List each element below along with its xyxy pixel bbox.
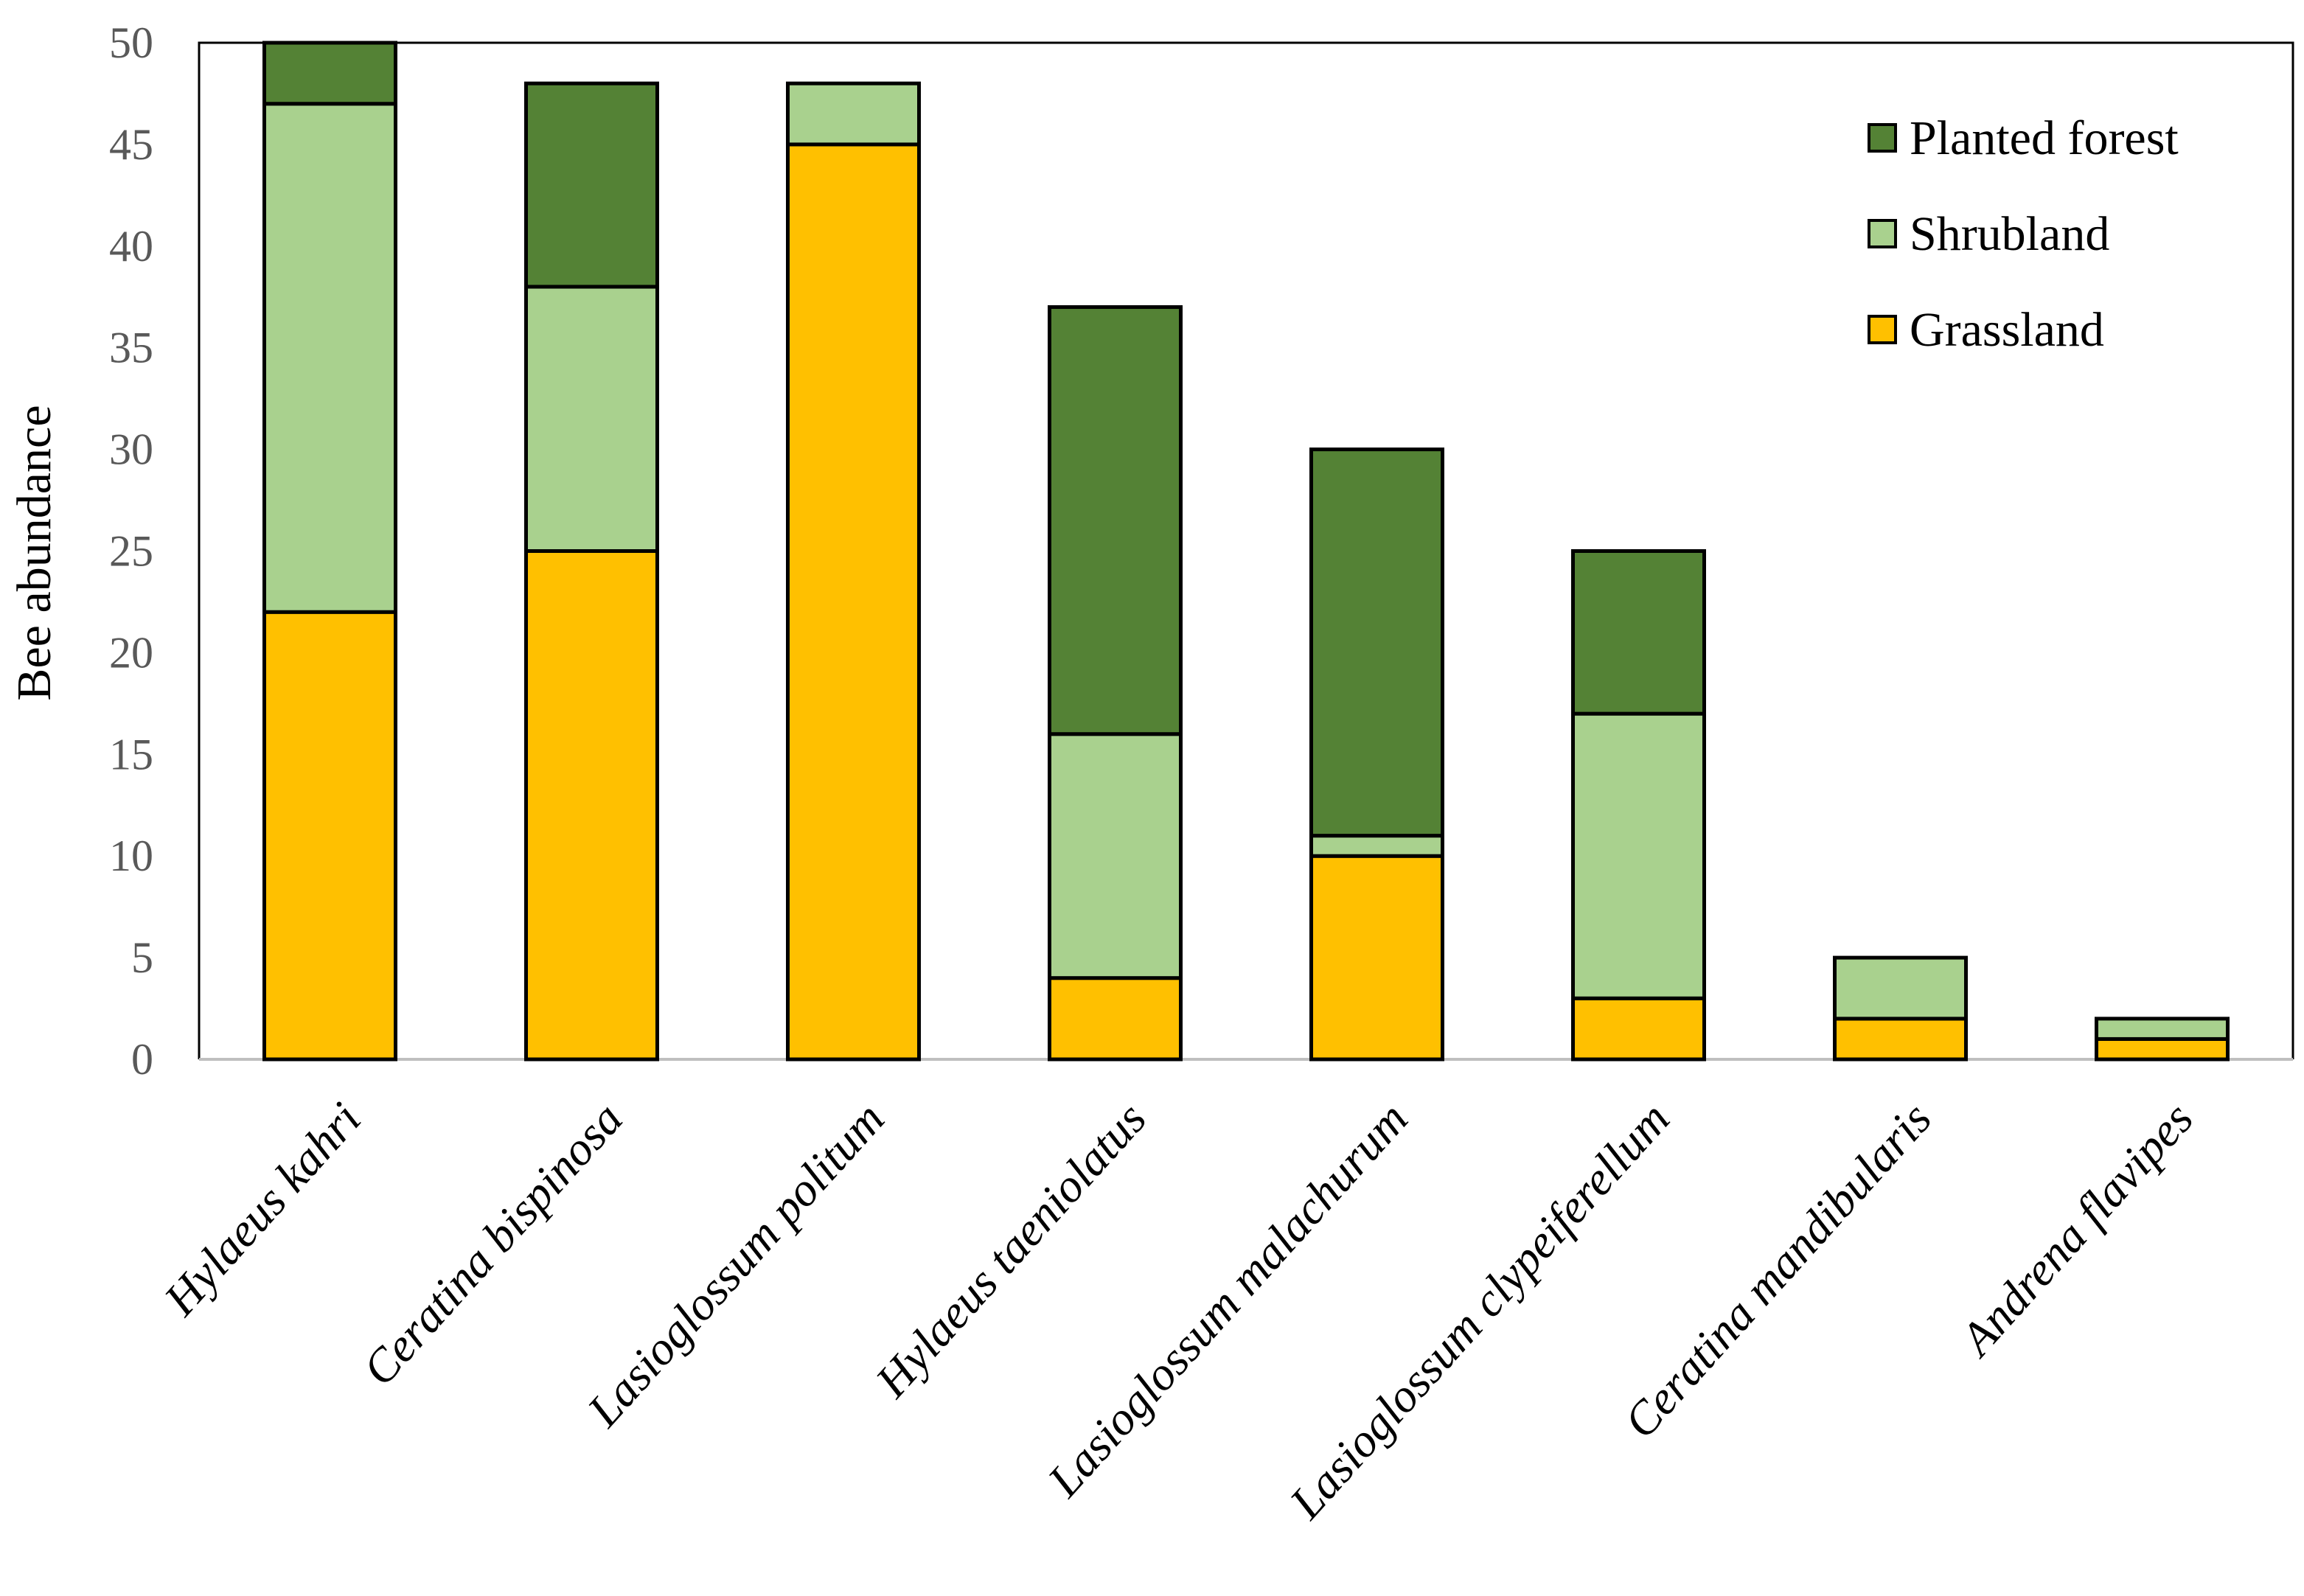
- bar-segment-shrubland: [786, 81, 921, 147]
- bar-segment-shrubland: [1309, 834, 1444, 858]
- x-category-label: Hylaeus kahri: [153, 1093, 371, 1325]
- x-category-label: Lasioglossum politum: [577, 1093, 894, 1437]
- bar-segment-grassland: [1833, 1017, 1968, 1062]
- bar-segment-shrubland: [262, 102, 397, 614]
- x-category-label: Ceratina bispinosa: [352, 1093, 633, 1395]
- legend-label: Planted forest: [1910, 111, 2179, 165]
- bar-segment-grassland: [1571, 996, 1706, 1062]
- plot-area: 0 5 10 15 20 25 30 35 40 45 50 Hylaeus kahriCeratin…: [109, 18, 2294, 1529]
- bar-segment-planted-forest: [262, 41, 397, 106]
- bar-segment-grassland: [524, 549, 659, 1062]
- x-category-label: Andrena flavipes: [1949, 1093, 2203, 1367]
- y-tick-label: 35: [109, 324, 153, 372]
- legend-label: Shrubland: [1910, 207, 2109, 261]
- x-category-label: Hylaeus taeniolatus: [865, 1093, 1156, 1407]
- y-tick-label: 40: [109, 222, 153, 271]
- legend-swatch: [1868, 315, 1897, 344]
- y-tick-label: 15: [109, 730, 153, 778]
- bar-segment-planted-forest: [1048, 305, 1183, 736]
- bar-segment-grassland: [786, 142, 921, 1062]
- plot-border: [198, 41, 2294, 1059]
- y-tick-label: 45: [109, 120, 153, 169]
- bar-segment-planted-forest: [524, 81, 659, 289]
- y-axis-title: Bee abundance: [7, 405, 61, 700]
- bar-segment-grassland: [1048, 976, 1183, 1062]
- bar-segment-grassland: [2095, 1036, 2230, 1062]
- y-tick-label: 25: [109, 527, 153, 576]
- y-tick-label: 30: [109, 425, 153, 474]
- legend-label: Grassland: [1910, 303, 2104, 357]
- bar-segment-shrubland: [1048, 732, 1183, 980]
- bar-segment-shrubland: [1571, 711, 1706, 1000]
- bar-segment-grassland: [262, 610, 397, 1062]
- bar-segment-shrubland: [2095, 1017, 2230, 1041]
- bar-segment-planted-forest: [1571, 549, 1706, 716]
- legend-swatch: [1868, 123, 1897, 153]
- y-tick-label: 5: [131, 933, 153, 982]
- bar-segment-shrubland: [524, 285, 659, 553]
- legend-swatch: [1868, 219, 1897, 248]
- bar-segment-shrubland: [1833, 955, 1968, 1021]
- y-tick-label: 0: [131, 1035, 153, 1084]
- y-tick-label: 10: [109, 832, 153, 880]
- y-tick-label: 20: [109, 628, 153, 677]
- y-tick-label: 50: [109, 18, 153, 67]
- bar-segment-grassland: [1309, 854, 1444, 1062]
- bar-segment-planted-forest: [1309, 447, 1444, 838]
